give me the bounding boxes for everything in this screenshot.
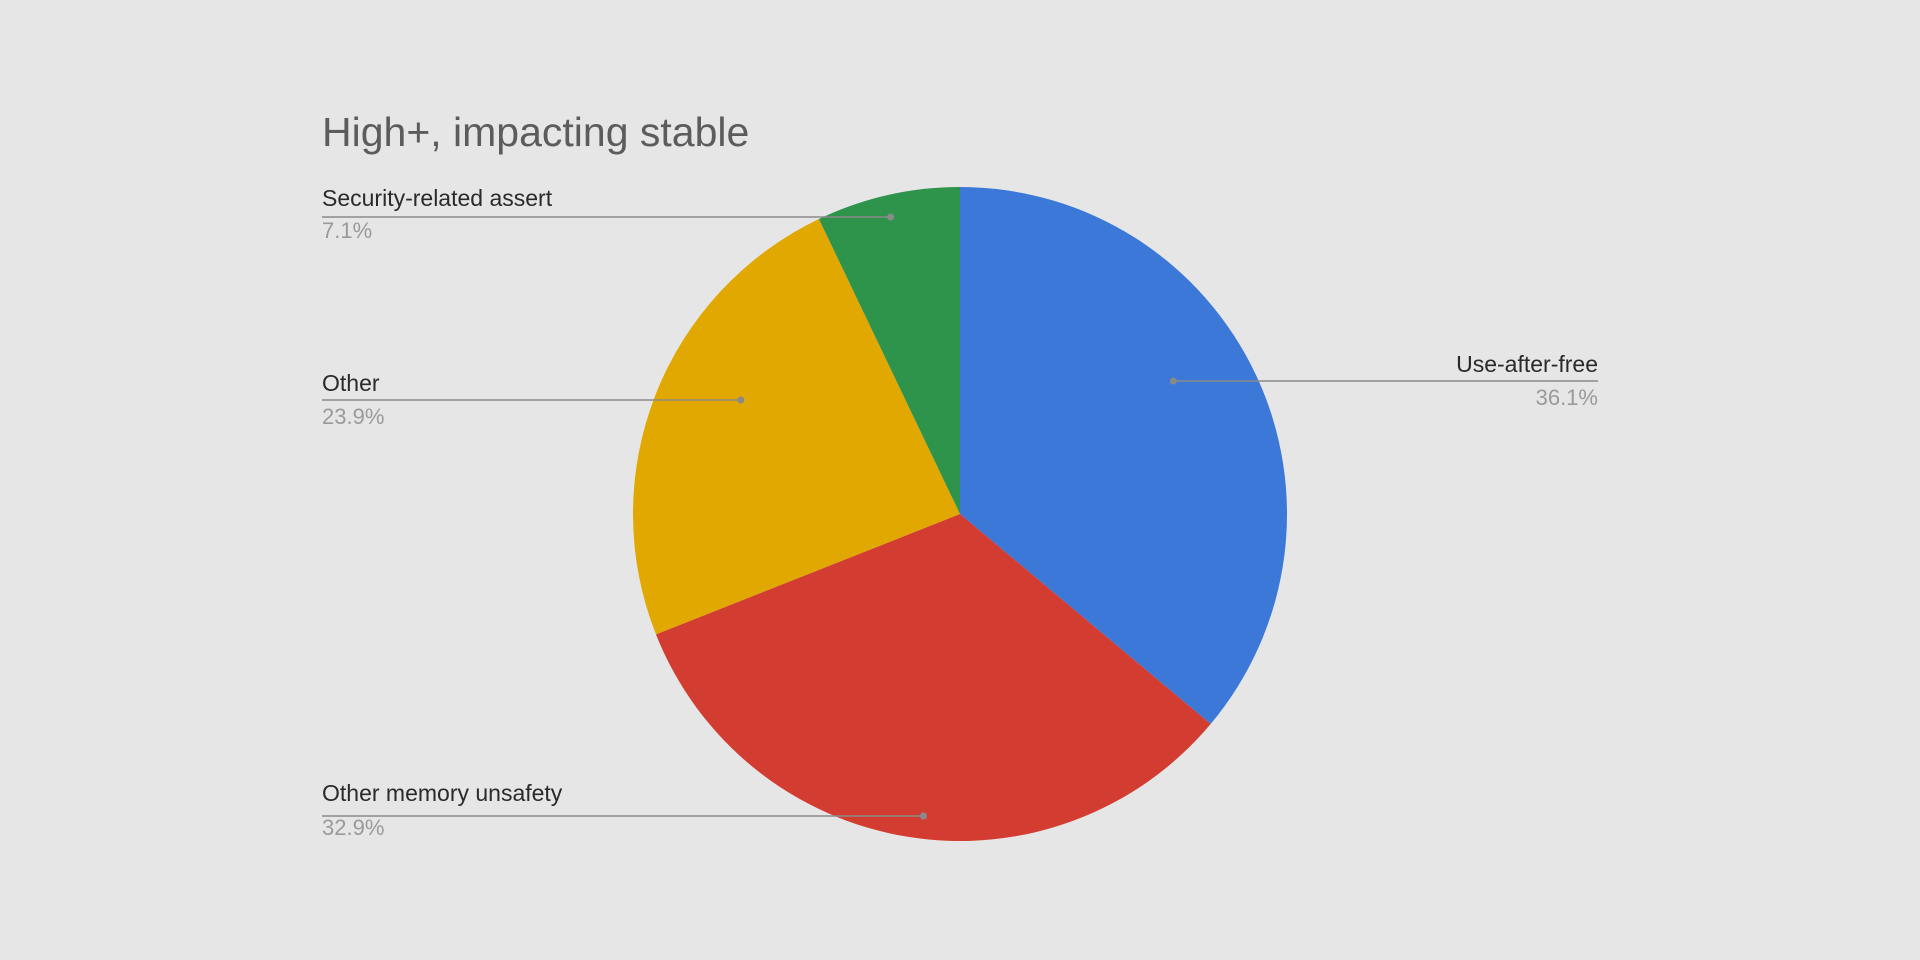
slice-label-other: Other 23.9% <box>322 370 745 429</box>
leader-dot <box>919 812 927 820</box>
slice-name-label: Use-after-free <box>1456 351 1598 377</box>
slice-name-label: Other memory unsafety <box>322 780 563 806</box>
leader-dot <box>1169 377 1177 385</box>
pie-slice-use-after-free <box>960 187 1287 725</box>
pie-slice-security-related-assert <box>818 187 960 514</box>
slice-label-use-after-free: Use-after-free 36.1% <box>1169 351 1598 410</box>
slice-percent-label: 7.1% <box>322 218 372 243</box>
chart-title: High+, impacting stable <box>322 109 750 155</box>
slice-percent-label: 36.1% <box>1536 385 1598 410</box>
pie-slice-other-memory-unsafety <box>655 514 1211 841</box>
leader-dot <box>887 213 895 221</box>
slice-percent-label: 32.9% <box>322 815 384 840</box>
slice-label-security-related-assert: Security-related assert 7.1% <box>322 185 895 243</box>
slice-name-label: Other <box>322 370 380 396</box>
pie-slice-other <box>633 219 960 635</box>
slice-label-other-memory-unsafety: Other memory unsafety 32.9% <box>322 780 927 840</box>
slice-name-label: Security-related assert <box>322 185 553 211</box>
leader-dot <box>737 396 745 404</box>
slice-percent-label: 23.9% <box>322 404 384 429</box>
